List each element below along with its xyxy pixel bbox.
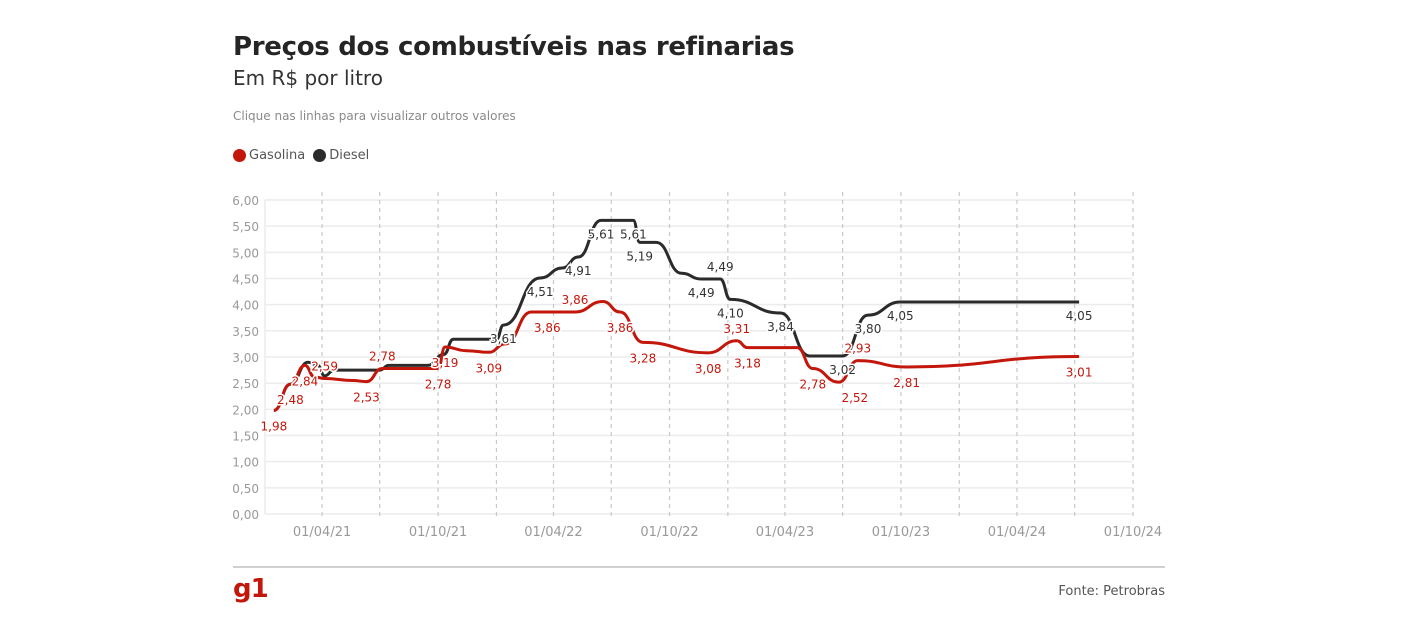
diesel-data-label: 4,91: [565, 264, 592, 278]
gasolina-data-label: 3,86: [607, 321, 634, 335]
gasolina-data-label: 2,78: [799, 378, 826, 392]
diesel-data-label: 5,61: [620, 227, 647, 241]
x-tick-label: 01/04/24: [988, 525, 1046, 540]
gasolina-data-label: 3,28: [630, 351, 657, 365]
gasolina-data-label: 3,09: [475, 361, 502, 375]
diesel-data-label: 4,49: [688, 286, 715, 300]
chart-title: Preços dos combustíveis nas refinarias: [233, 32, 795, 62]
chart-subtitle: Em R$ por litro: [233, 66, 383, 90]
x-tick-label: 01/10/24: [1104, 525, 1162, 540]
gasolina-data-label: 3,31: [723, 322, 750, 336]
gasolina-data-label: 2,84: [292, 374, 319, 388]
gasolina-data-label: 3,01: [1066, 365, 1093, 379]
gasolina-data-label: 2,48: [277, 393, 304, 407]
y-tick-label: 3,00: [232, 351, 259, 365]
x-tick-label: 01/04/22: [524, 525, 582, 540]
gasolina-data-label: 2,53: [353, 391, 380, 405]
gasolina-data-label: 2,93: [844, 342, 871, 356]
gasolina-data-label: 3,19: [432, 356, 459, 370]
y-tick-label: 1,50: [232, 430, 259, 444]
instruction-note: Clique nas linhas para visualizar outros…: [233, 109, 516, 123]
y-tick-label: 6,00: [232, 194, 259, 208]
gasolina-data-label: 3,08: [695, 362, 722, 376]
y-tick-label: 2,00: [232, 403, 259, 417]
diesel-data-label: 3,80: [855, 322, 882, 336]
x-tick-label: 01/10/23: [872, 525, 930, 540]
diesel-data-label: 4,05: [887, 309, 914, 323]
gasolina-data-label: 2,52: [841, 391, 868, 405]
diesel-dot-icon: [313, 149, 327, 162]
y-tick-label: 2,50: [232, 377, 259, 391]
diesel-data-label: 4,05: [1066, 309, 1093, 323]
y-tick-label: 5,00: [232, 246, 259, 260]
footer-divider: [233, 566, 1165, 568]
diesel-data-label: 3,61: [490, 332, 517, 346]
legend-label: Diesel: [329, 148, 370, 163]
y-tick-label: 5,50: [232, 220, 259, 234]
diesel-data-label: 3,02: [829, 363, 856, 377]
gasolina-data-label: 2,78: [425, 378, 452, 392]
legend: Gasolina Diesel: [233, 148, 369, 163]
legend-item-gasolina[interactable]: Gasolina: [233, 148, 305, 163]
y-tick-label: 0,50: [232, 482, 259, 496]
diesel-data-label: 3,84: [767, 320, 794, 334]
diesel-data-label: 5,61: [588, 227, 615, 241]
y-tick-label: 4,50: [232, 273, 259, 287]
legend-item-diesel[interactable]: Diesel: [313, 148, 369, 163]
gasolina-dot-icon: [233, 149, 246, 162]
gasolina-data-label: 3,86: [562, 293, 589, 307]
diesel-data-label: 4,10: [717, 306, 744, 320]
x-tick-label: 01/04/21: [293, 525, 351, 540]
y-tick-label: 4,00: [232, 299, 259, 313]
x-tick-label: 01/10/21: [409, 525, 467, 540]
x-tick-label: 01/04/23: [756, 525, 814, 540]
gasolina-data-label: 3,86: [534, 321, 561, 335]
gasolina-data-label: 1,98: [261, 419, 288, 433]
y-tick-label: 1,00: [232, 456, 259, 470]
source-note: Fonte: Petrobras: [1058, 584, 1165, 599]
diesel-line[interactable]: [273, 218, 1080, 412]
gasolina-data-label: 3,18: [734, 357, 761, 371]
g1-logo: g1: [233, 574, 269, 604]
y-tick-label: 0,00: [232, 508, 259, 522]
gasolina-data-label: 2,78: [369, 350, 396, 364]
gasolina-data-label: 2,81: [893, 376, 920, 390]
gasolina-line[interactable]: [273, 300, 1080, 412]
x-tick-label: 01/10/22: [640, 525, 698, 540]
diesel-data-label: 4,51: [527, 285, 554, 299]
diesel-data-label: 4,49: [707, 260, 734, 274]
gasolina-data-label: 2,59: [311, 359, 338, 373]
diesel-data-label: 5,19: [626, 249, 653, 263]
legend-label: Gasolina: [249, 148, 306, 163]
y-tick-label: 3,50: [232, 325, 259, 339]
